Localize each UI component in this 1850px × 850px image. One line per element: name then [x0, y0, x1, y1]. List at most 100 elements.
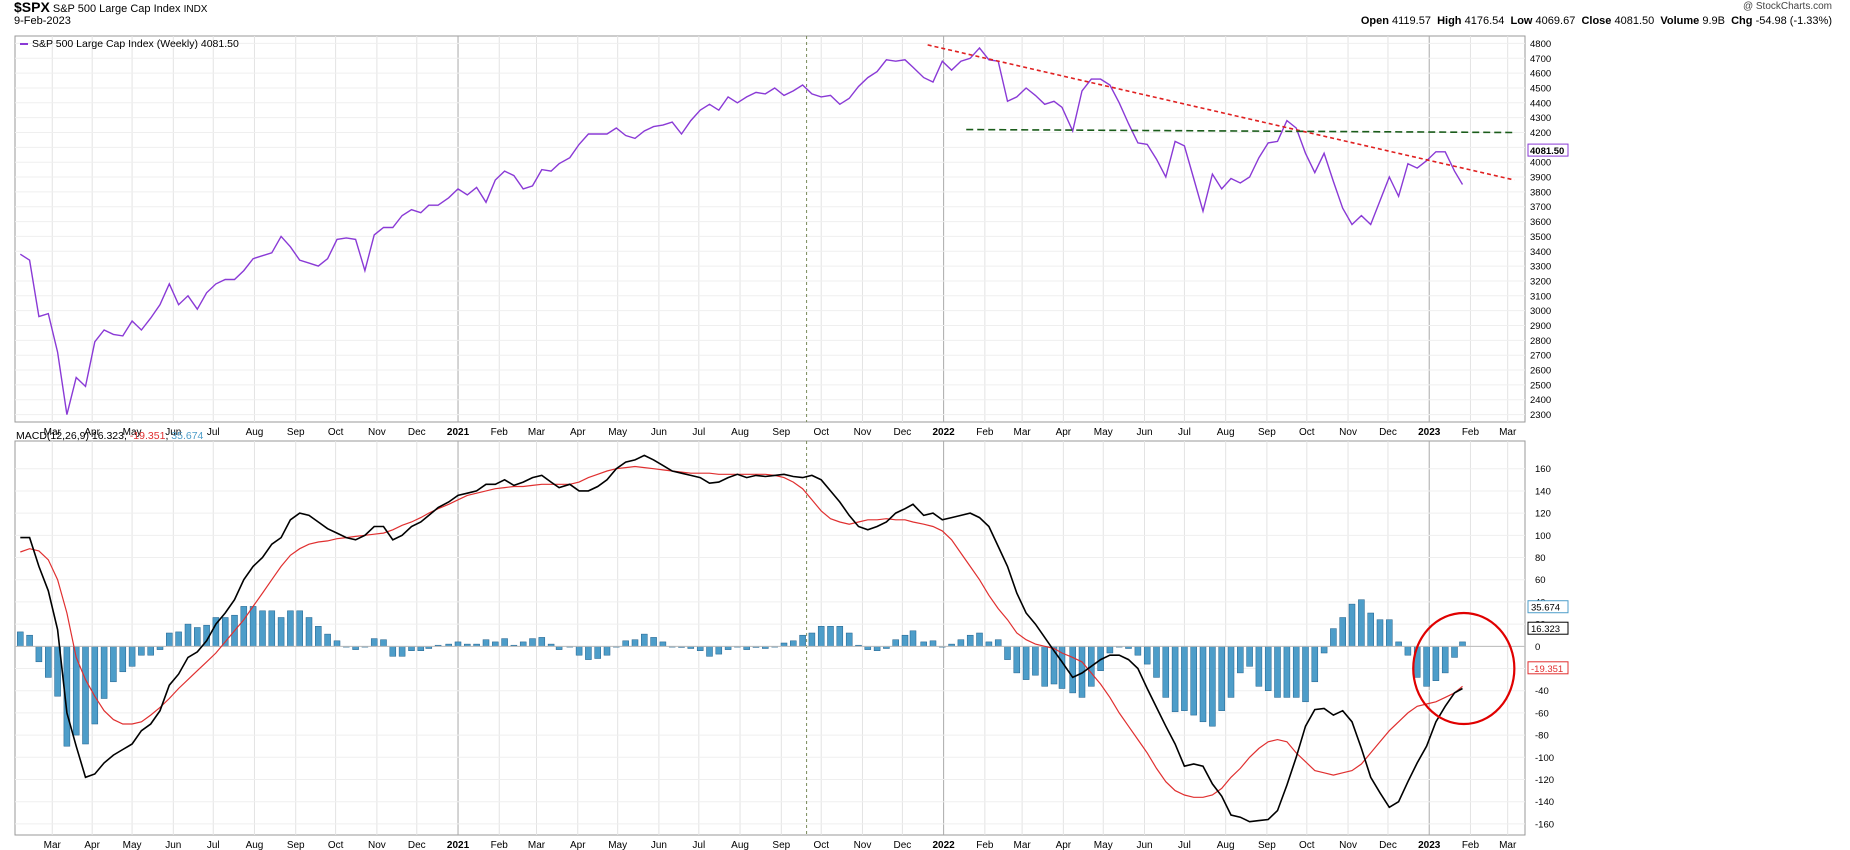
macd-histogram-bar — [538, 637, 546, 647]
price-x-tick-label: Mar — [44, 427, 62, 438]
index-name: S&P 500 Large Cap Index — [52, 3, 181, 15]
macd-histogram-bar — [1209, 646, 1216, 727]
macd-x-tick-label: Dec — [408, 840, 426, 850]
macd-legend-macd: 16.323, — [92, 430, 130, 442]
macd-histogram-bar — [575, 646, 583, 656]
macd-histogram-bar — [333, 640, 341, 647]
macd-y-tick-label: -60 — [1535, 708, 1549, 719]
macd-histogram-bar — [650, 637, 657, 647]
macd-histogram-bar — [91, 646, 99, 725]
macd-x-tick-label: Oct — [1299, 840, 1315, 850]
macd-histogram-bar — [259, 610, 266, 647]
macd-histogram-bar — [873, 646, 881, 651]
price-x-tick-label: Feb — [976, 427, 994, 438]
macd-histogram-bar — [1348, 603, 1356, 647]
macd-histogram-bar — [408, 646, 415, 651]
macd-histogram-bar — [417, 646, 425, 651]
price-y-tick-label: 3600 — [1530, 217, 1551, 228]
macd-y-tick-label: -100 — [1535, 753, 1554, 764]
macd-histogram-bar — [519, 641, 527, 647]
macd-x-tick-label: May — [123, 840, 142, 850]
low-value: 4069.67 — [1535, 15, 1576, 27]
macd-histogram-bar — [929, 640, 937, 647]
price-x-tick-label: Sep — [1258, 427, 1276, 438]
watermark: @ StockCharts.com — [1742, 1, 1832, 12]
chg-value: -54.98 (-1.33%) — [1755, 15, 1832, 27]
macd-histogram-bar — [808, 632, 816, 647]
price-x-tick-label: Mar — [1499, 427, 1517, 438]
macd-histogram-bar — [184, 623, 192, 647]
macd-x-tick-label: 2023 — [1418, 840, 1441, 850]
price-y-tick-label: 2300 — [1530, 410, 1551, 421]
price-y-tick-label: 4600 — [1530, 69, 1551, 80]
macd-x-tick-label: Aug — [1217, 840, 1235, 850]
macd-histogram-bar — [370, 638, 378, 647]
macd-histogram-bar — [1162, 646, 1170, 698]
macd-histogram-bar — [631, 639, 639, 647]
macd-histogram-bar — [966, 634, 974, 647]
price-x-tick-label: Nov — [854, 427, 872, 438]
macd-x-tick-label: May — [608, 840, 627, 850]
macd-histogram-bar — [976, 632, 983, 647]
macd-histogram-bar — [1302, 646, 1309, 703]
macd-x-tick-label: Oct — [328, 840, 344, 850]
macd-histogram-bar — [715, 646, 723, 655]
macd-histogram-bar — [585, 646, 592, 660]
price-y-tick-label: 3500 — [1530, 232, 1551, 243]
price-y-tick-label: 2600 — [1530, 366, 1551, 377]
price-y-tick-label: 4500 — [1530, 83, 1551, 94]
macd-histogram-bar — [1320, 646, 1328, 654]
macd-y-tick-label: 60 — [1535, 575, 1546, 586]
macd-histogram-bar — [1339, 617, 1346, 647]
macd-last-signal-label: -19.351 — [1531, 664, 1563, 675]
macd-histogram-bar — [1032, 646, 1039, 676]
macd-histogram-bar — [1013, 646, 1021, 674]
macd-x-tick-label: Aug — [246, 840, 264, 850]
macd-histogram-bar — [305, 617, 313, 647]
macd-legend-label: MACD(12,26,9) — [16, 430, 92, 442]
price-y-tick-label: 3200 — [1530, 276, 1551, 287]
macd-histogram-bar — [1459, 641, 1466, 647]
macd-histogram-bar — [389, 646, 397, 657]
price-x-tick-label: Mar — [1013, 427, 1031, 438]
price-y-tick-label: 4400 — [1530, 98, 1551, 109]
price-y-tick-label: 2800 — [1530, 336, 1551, 347]
macd-histogram-bar — [492, 641, 499, 647]
macd-histogram-bar — [696, 646, 704, 651]
price-x-tick-label: Aug — [246, 427, 264, 438]
price-y-tick-label: 3000 — [1530, 306, 1551, 317]
macd-histogram-bar — [398, 646, 406, 657]
macd-x-tick-label: Dec — [893, 840, 911, 850]
price-x-tick-label: Aug — [1217, 427, 1235, 438]
macd-histogram-bar — [892, 639, 899, 647]
price-x-tick-label: Dec — [1379, 427, 1397, 438]
macd-histogram-bar — [920, 641, 927, 647]
price-y-tick-label: 3800 — [1530, 187, 1551, 198]
price-y-tick-label: 3700 — [1530, 202, 1551, 213]
price-x-tick-label: Jun — [165, 427, 181, 438]
price-y-tick-label: 4300 — [1530, 113, 1551, 124]
macd-panel-frame — [14, 440, 1526, 836]
price-panel-frame — [14, 35, 1526, 423]
macd-x-tick-label: Nov — [368, 840, 386, 850]
price-y-tick-label: 3300 — [1530, 262, 1551, 273]
macd-x-tick-label: Sep — [1258, 840, 1276, 850]
macd-histogram-bar — [994, 639, 1002, 647]
price-y-tick-label: 2400 — [1530, 395, 1551, 406]
downtrend-line — [927, 44, 1515, 181]
macd-y-tick-label: 120 — [1535, 509, 1551, 520]
macd-histogram-bar — [119, 646, 127, 673]
price-x-tick-label: Sep — [287, 427, 305, 438]
ohlc-bar: Open 4119.57 High 4176.54 Low 4069.67 Cl… — [1361, 15, 1832, 27]
macd-histogram-bar — [622, 640, 629, 647]
macd-histogram-bar — [901, 634, 909, 647]
price-x-tick-label: May — [608, 427, 627, 438]
macd-y-tick-label: 140 — [1535, 486, 1551, 497]
macd-histogram-bar — [1246, 646, 1253, 667]
price-x-tick-label: Dec — [408, 427, 426, 438]
price-last-value-box — [1527, 143, 1569, 157]
macd-histogram-bar — [454, 641, 462, 647]
macd-histogram-bar — [1386, 619, 1393, 647]
macd-histogram-bar — [603, 646, 611, 656]
macd-histogram-bar — [1292, 646, 1300, 698]
